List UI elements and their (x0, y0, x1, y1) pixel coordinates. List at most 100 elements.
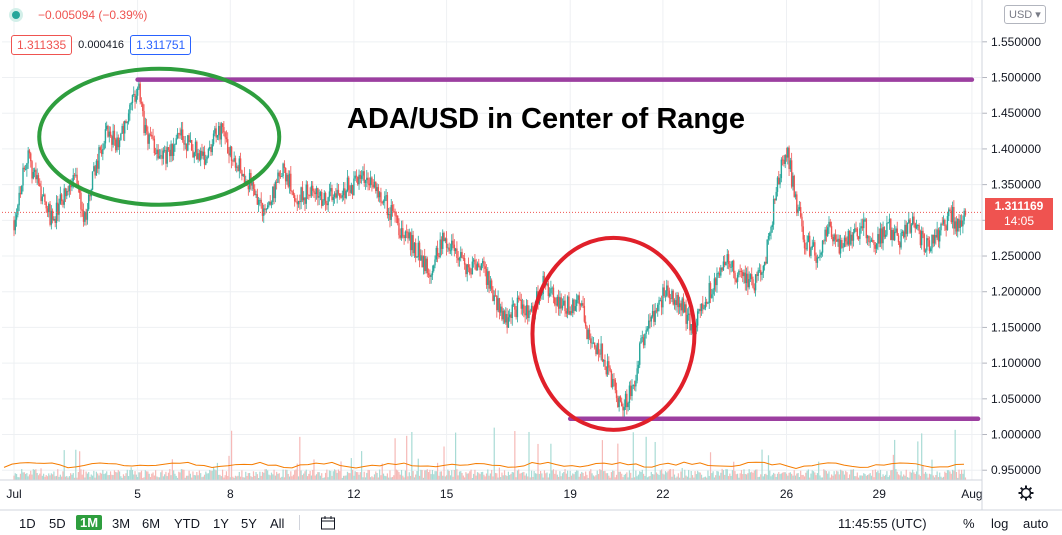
x-tick-label: 15 (440, 487, 454, 501)
volume-bar (964, 477, 967, 480)
volume-bar (807, 469, 809, 480)
candle-body (369, 177, 372, 186)
volume-bar (671, 476, 673, 480)
volume-bar (237, 475, 239, 480)
volume-bar (528, 431, 530, 480)
range-ytd[interactable]: YTD (174, 516, 200, 531)
candle-body (954, 221, 956, 229)
volume-bar (735, 474, 737, 480)
candle-body (739, 270, 741, 272)
volume-bar (515, 477, 517, 480)
candle-body (230, 146, 233, 161)
range-6m[interactable]: 6M (142, 516, 161, 531)
volume-bar (644, 475, 646, 480)
volume-bar (812, 471, 815, 480)
candle-body (359, 174, 362, 179)
volume-bar (771, 474, 773, 480)
buy-button[interactable]: 1.311751 (130, 35, 192, 55)
candle-body (890, 218, 892, 240)
candle-body (735, 279, 737, 282)
volume-bar (73, 477, 76, 480)
candle-body (505, 314, 507, 323)
range-5d[interactable]: 5D (49, 516, 66, 531)
volume-bar (677, 473, 679, 480)
candle-body (461, 252, 463, 258)
volume-bar (35, 469, 37, 480)
volume-bar (848, 474, 851, 480)
candle-body (703, 308, 705, 309)
candle-body (13, 220, 15, 231)
candle-body (221, 123, 224, 128)
volume-bar (358, 474, 360, 480)
candle-body (803, 239, 806, 249)
range-1d[interactable]: 1D (19, 516, 36, 531)
volume-bar (467, 473, 470, 480)
volume-bar (283, 477, 285, 480)
range-all[interactable]: All (270, 516, 285, 531)
volume-bar (668, 469, 670, 480)
candle-body (700, 303, 703, 312)
volume-bar (588, 471, 591, 480)
candle-body (172, 144, 175, 156)
candle-body (260, 199, 262, 204)
volume-bar (436, 462, 439, 480)
volume-bar (931, 459, 933, 480)
volume-bar (185, 475, 188, 480)
volume-bar (712, 471, 714, 480)
settings-icon[interactable] (1018, 485, 1034, 501)
sell-button[interactable]: 1.311335 (11, 35, 73, 55)
candle-body (678, 303, 681, 308)
volume-bar (88, 472, 90, 480)
volume-bar (267, 470, 269, 480)
volume-bar (582, 472, 584, 480)
candle-body (901, 231, 904, 234)
volume-bar (343, 475, 345, 480)
volume-bar (869, 473, 871, 480)
volume-bar (675, 477, 677, 480)
candle-body (95, 160, 98, 176)
candle-body (444, 238, 447, 242)
volume-bar (370, 477, 372, 480)
volume-bar (561, 473, 564, 480)
volume-bar (702, 477, 704, 480)
candle-body (350, 185, 353, 193)
volume-bar (628, 470, 631, 480)
candle-body (806, 241, 808, 250)
volume-bar (664, 471, 667, 480)
volume-bar (367, 469, 369, 480)
range-3m[interactable]: 3M (112, 516, 131, 531)
currency-select[interactable]: USD ▾ (1004, 5, 1046, 24)
volume-bar (803, 476, 806, 480)
volume-bar (815, 475, 817, 480)
volume-bar (555, 470, 557, 480)
candle-body (107, 125, 109, 137)
range-5y[interactable]: 5Y (241, 516, 257, 531)
candle-body (950, 210, 952, 223)
log-toggle[interactable]: log (991, 516, 1009, 531)
candle-body (498, 298, 501, 313)
candle-body (860, 226, 862, 229)
candle-body (385, 195, 387, 197)
candle-body (418, 242, 421, 261)
candle-body (30, 153, 32, 162)
candle-body (275, 181, 278, 183)
auto-toggle[interactable]: auto (1023, 516, 1049, 531)
range-1m[interactable]: 1M (76, 515, 103, 530)
volume-bar (179, 472, 181, 480)
candle-body (577, 295, 579, 300)
candle-body (326, 203, 328, 206)
volume-bar (825, 471, 828, 480)
volume-bar (798, 476, 800, 480)
clock-time[interactable]: 11:45:55 (UTC) (838, 516, 927, 531)
volume-bar (894, 439, 896, 480)
candle-body (729, 263, 731, 268)
date-range-icon[interactable] (320, 515, 336, 533)
percent-toggle[interactable]: % (963, 516, 975, 531)
volume-bar (725, 469, 727, 480)
volume-bar (95, 471, 97, 480)
candle-body (718, 272, 721, 276)
candle-body (15, 214, 18, 220)
volume-bar (570, 475, 573, 480)
range-1y[interactable]: 1Y (213, 516, 229, 531)
